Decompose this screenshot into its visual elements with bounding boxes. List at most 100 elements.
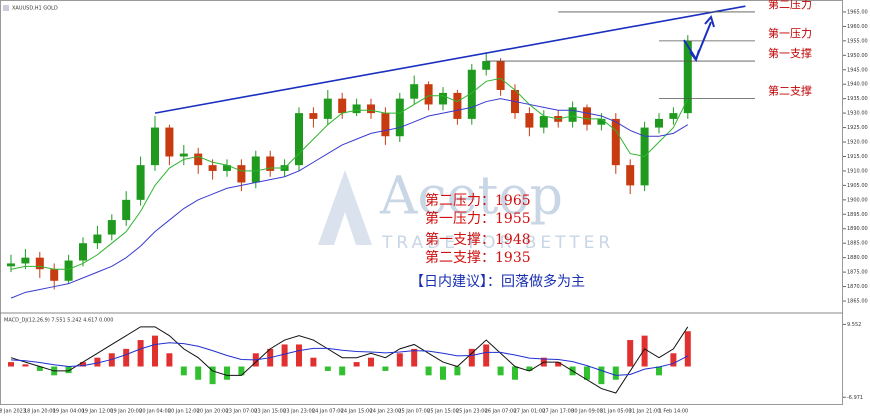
x-tick-label: 18 Jan 20:00 bbox=[24, 409, 56, 415]
candle-body bbox=[338, 98, 347, 114]
y-tick-label: 1925.00 bbox=[847, 125, 868, 131]
line bbox=[10, 326, 689, 394]
candle-body bbox=[7, 263, 15, 267]
x-tick-label: 30 Jan 09:00 bbox=[571, 409, 603, 415]
level-label: 第一支撑 bbox=[768, 46, 812, 60]
y-tick-label: 1965.00 bbox=[847, 9, 868, 15]
x-tick-label: 24 Jan 23:00 bbox=[370, 409, 402, 415]
candle-body bbox=[395, 98, 404, 137]
candle-body bbox=[50, 269, 59, 281]
candle-body bbox=[266, 156, 275, 171]
candle-body bbox=[323, 98, 332, 119]
histogram-bar bbox=[224, 366, 230, 380]
candle-body bbox=[237, 165, 246, 183]
candle-body bbox=[496, 61, 505, 90]
histogram-bar bbox=[137, 340, 144, 367]
histogram-bar bbox=[310, 357, 317, 367]
trendline bbox=[154, 5, 746, 114]
histogram-bar bbox=[497, 366, 504, 376]
histogram-bar bbox=[166, 353, 173, 367]
histogram-bar bbox=[8, 362, 14, 367]
histogram-bar bbox=[296, 344, 302, 367]
y-tick-label: 1875.00 bbox=[847, 270, 868, 276]
y-tick-label: 1880.00 bbox=[847, 255, 868, 261]
candle-body bbox=[453, 92, 462, 119]
advice: 【日内建议】：回落做多为主 bbox=[410, 273, 585, 290]
symbol-icon bbox=[3, 5, 9, 11]
note: 第二压力：1965 bbox=[425, 192, 531, 209]
x-tick-label: 24 Jan 15:00 bbox=[341, 409, 373, 415]
histogram-bar bbox=[123, 348, 130, 367]
candle-body bbox=[64, 260, 73, 281]
line bbox=[10, 98, 689, 299]
histogram-bar bbox=[627, 340, 634, 367]
x-tick-label: 19 Jan 04:00 bbox=[53, 409, 85, 415]
candle-body bbox=[381, 113, 390, 137]
histogram-bar bbox=[382, 366, 389, 371]
note: 第二支撑：1935 bbox=[425, 249, 531, 266]
histogram-bar bbox=[324, 366, 331, 371]
y-tick-label: 1960.00 bbox=[847, 24, 868, 30]
x-tick-label: 27 Jan 01:00 bbox=[514, 409, 546, 415]
candle-body bbox=[611, 118, 620, 166]
candle-body bbox=[655, 118, 663, 128]
histogram-bar bbox=[670, 353, 677, 367]
candle-body bbox=[107, 220, 116, 235]
x-tick-label: 31 Jan 05:00 bbox=[600, 409, 632, 415]
candle-body bbox=[539, 116, 548, 128]
x-tick-label: 25 Jan 23:00 bbox=[456, 409, 488, 415]
candle-body bbox=[669, 113, 678, 119]
candle-body bbox=[223, 165, 231, 171]
candle-body bbox=[597, 118, 606, 125]
histogram-bar bbox=[339, 366, 346, 376]
candle-body bbox=[626, 165, 635, 186]
x-tick-label: 31 Jan 21:00 bbox=[629, 409, 661, 415]
x-tick-label: 24 Jan 07:00 bbox=[312, 409, 344, 415]
histogram-bar bbox=[36, 366, 43, 371]
histogram-bar bbox=[94, 357, 101, 367]
x-tick-label: 1 Feb 14:00 bbox=[659, 409, 689, 415]
x-tick-label: 26 Jan 07:00 bbox=[485, 409, 517, 415]
candle-body bbox=[21, 257, 30, 264]
x-tick-label: 25 Jan 07:00 bbox=[398, 409, 430, 415]
histogram-bar bbox=[425, 366, 432, 376]
candle-body bbox=[165, 127, 174, 157]
y-tick-label: 1910.00 bbox=[847, 168, 868, 174]
candle-body bbox=[352, 104, 361, 114]
y-tick-label: 1870.00 bbox=[847, 284, 868, 290]
histogram-bar bbox=[152, 335, 158, 367]
histogram-bar bbox=[195, 366, 202, 380]
candle-body bbox=[194, 153, 203, 166]
chart-title: XAUUSD,H1 GOLD bbox=[12, 6, 58, 12]
candle-body bbox=[482, 61, 491, 70]
x-tick-label: 20 Jan 20:00 bbox=[197, 409, 229, 415]
histogram-bar bbox=[368, 357, 374, 367]
histogram-bar bbox=[526, 366, 533, 371]
y-tick-label: 1945.00 bbox=[847, 67, 868, 73]
candle-body bbox=[424, 84, 433, 105]
x-tick-label: 23 Jan 15:00 bbox=[254, 409, 286, 415]
x-tick-label: 25 Jan 15:00 bbox=[427, 409, 459, 415]
histogram-bar bbox=[641, 335, 648, 367]
histogram-bar bbox=[22, 364, 29, 367]
candle-body bbox=[93, 234, 102, 244]
x-tick-label: 18 Jan 2023 bbox=[0, 409, 26, 415]
y-tick-label: 1950.00 bbox=[847, 53, 868, 59]
y-tick-label: 9.552 bbox=[847, 322, 861, 328]
candle-body bbox=[136, 165, 145, 200]
candle-body bbox=[410, 84, 419, 99]
line bbox=[10, 77, 689, 270]
y-tick-label: 1905.00 bbox=[847, 183, 868, 189]
histogram-bar bbox=[396, 353, 403, 367]
candle-body bbox=[251, 156, 260, 183]
y-tick-label: -6.971 bbox=[847, 395, 863, 401]
histogram-bar bbox=[598, 366, 605, 385]
watermark-logo bbox=[318, 170, 372, 245]
candle-body bbox=[583, 107, 591, 125]
y-tick-label: 1920.00 bbox=[847, 140, 868, 146]
y-tick-label: 1935.00 bbox=[847, 96, 868, 102]
level-label: 第二支撑 bbox=[768, 84, 812, 98]
histogram-bar bbox=[65, 366, 72, 374]
arrow-head bbox=[704, 14, 715, 28]
